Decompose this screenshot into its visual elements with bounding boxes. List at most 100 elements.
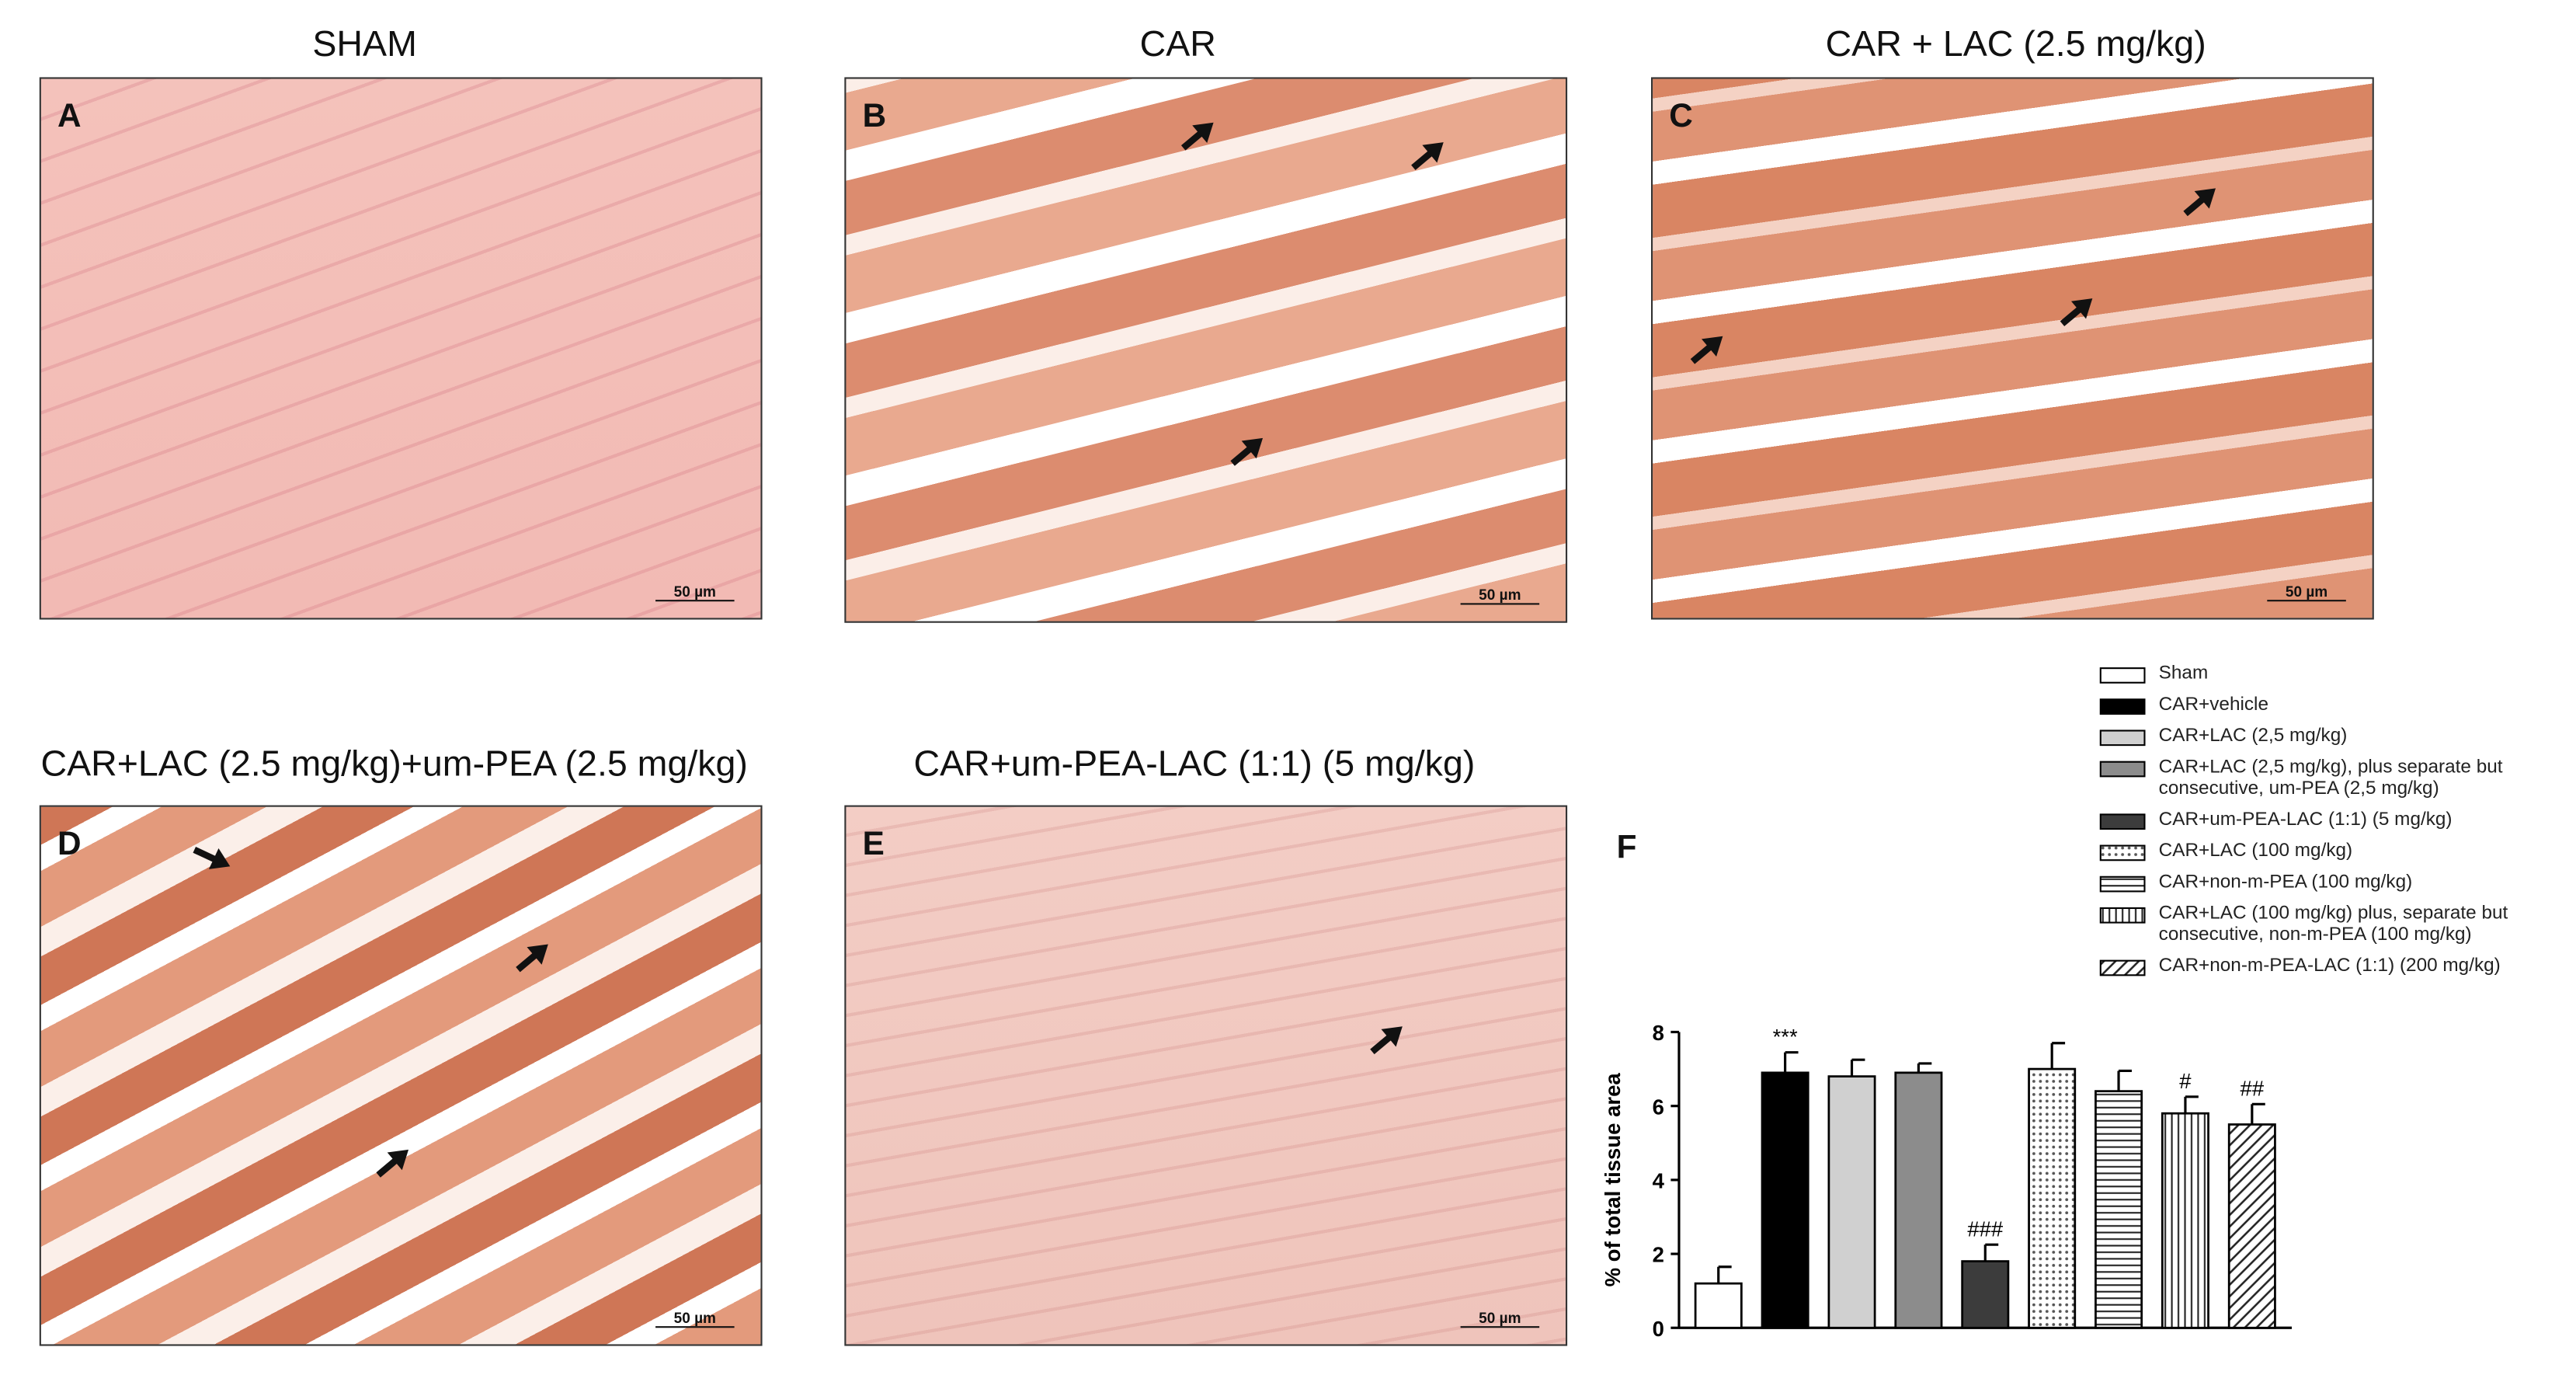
- y-axis-label: % of total tissue area: [1601, 1073, 1625, 1287]
- panel-letter: D: [57, 827, 82, 863]
- scale-bar: 50 µm: [1460, 1310, 1540, 1328]
- scale-bar: 50 µm: [655, 1310, 735, 1328]
- scale-bar: 50 µm: [1460, 587, 1540, 605]
- legend-swatch-fill: [2099, 875, 2146, 893]
- arrows: [1180, 122, 1444, 466]
- arrow-head: [1381, 1026, 1403, 1047]
- legend-entry: CAR+vehicle: [2099, 694, 2568, 717]
- legend-swatch-fill: [2099, 698, 2146, 715]
- arrows: [193, 847, 548, 1178]
- y-tick-label: 0: [1653, 1317, 1664, 1341]
- arrow: [1411, 142, 1444, 171]
- legend-entry: CAR+non-m-PEA-LAC (1:1) (200 mg/kg): [2099, 956, 2568, 978]
- panel-letter: A: [57, 98, 82, 135]
- bar: [1961, 1260, 2010, 1329]
- legend-swatch: [2099, 729, 2146, 747]
- bar: [1894, 1071, 1943, 1329]
- bar: [2161, 1112, 2209, 1329]
- panel-title: CAR + LAC (2.5 mg/kg): [1825, 23, 2206, 64]
- panel-letter: C: [1669, 98, 1693, 135]
- legend-swatch: [2099, 698, 2146, 715]
- legend-label: CAR+non-m-PEA-LAC (1:1) (200 mg/kg): [2158, 956, 2501, 976]
- micrograph: C 50 µm: [1651, 77, 2374, 620]
- arrow-head: [2194, 188, 2216, 209]
- y-tick-label: 6: [1653, 1095, 1664, 1119]
- legend-entry: CAR+LAC (100 mg/kg) plus, separate but c…: [2099, 903, 2568, 946]
- panel-title: CAR+um-PEA-LAC (1:1) (5 mg/kg): [913, 743, 1476, 785]
- legend-swatch: [2099, 844, 2146, 862]
- bar: [2028, 1067, 2077, 1329]
- legend-swatch: [2099, 875, 2146, 893]
- arrow: [516, 944, 548, 973]
- scale-bar: 50 µm: [2267, 583, 2346, 602]
- panel-title: CAR: [1139, 23, 1216, 64]
- legend-swatch: [2099, 907, 2146, 924]
- significance-label: ###: [1967, 1217, 2004, 1241]
- legend-swatch-fill: [2099, 959, 2146, 976]
- legend-entry: CAR+LAC (2,5 mg/kg), plus separate but c…: [2099, 757, 2568, 800]
- scale-bar: 50 µm: [655, 583, 735, 602]
- legend-swatch-fill: [2099, 729, 2146, 747]
- legend-entry: CAR+LAC (2,5 mg/kg): [2099, 726, 2568, 748]
- arrow: [376, 1149, 409, 1178]
- legend-label: Sham: [2158, 663, 2209, 684]
- arrow-head: [527, 944, 548, 965]
- legend-swatch-fill: [2099, 907, 2146, 924]
- micrograph: D 50 µm: [39, 805, 763, 1346]
- legend-label: CAR+LAC (2,5 mg/kg): [2158, 726, 2348, 747]
- significance-label: ***: [1773, 1025, 1798, 1049]
- arrow-head: [2070, 298, 2093, 319]
- y-tick-label: 8: [1653, 1021, 1664, 1045]
- arrow: [2060, 298, 2093, 326]
- legend-swatch-fill: [2099, 813, 2146, 830]
- legend-swatch-fill: [2099, 761, 2146, 778]
- micrograph: B 50 µm: [844, 77, 1568, 623]
- legend-swatch: [2099, 813, 2146, 830]
- arrow: [1370, 1026, 1403, 1055]
- legend-swatch-fill: [2099, 667, 2146, 684]
- legend-label: CAR+vehicle: [2158, 694, 2268, 715]
- legend-label: CAR+non-m-PEA (100 mg/kg): [2158, 872, 2413, 893]
- arrow: [1180, 122, 1214, 151]
- arrow: [193, 847, 231, 869]
- legend-label: CAR+LAC (2,5 mg/kg), plus separate but c…: [2158, 757, 2503, 799]
- arrow: [2183, 188, 2216, 217]
- significance-label: ##: [2241, 1077, 2265, 1101]
- bar: [1827, 1075, 1876, 1329]
- bar: [2095, 1090, 2143, 1329]
- y-tick-label: 2: [1653, 1243, 1664, 1267]
- legend-label: CAR+um-PEA-LAC (1:1) (5 mg/kg): [2158, 809, 2453, 830]
- micrograph: A 50 µm: [39, 77, 763, 620]
- legend-swatch: [2099, 959, 2146, 976]
- arrows: [1690, 188, 2216, 364]
- arrow-head: [1422, 142, 1444, 163]
- panel-letter: B: [862, 98, 887, 135]
- significance-label: #: [2179, 1069, 2192, 1093]
- legend-label: CAR+LAC (100 mg/kg): [2158, 841, 2353, 862]
- y-tick-label: 4: [1653, 1168, 1665, 1192]
- panel-letter: F: [1616, 830, 1637, 866]
- arrow: [1690, 336, 1723, 364]
- legend-entry: CAR+non-m-PEA (100 mg/kg): [2099, 872, 2568, 894]
- arrow-head: [1702, 336, 1723, 357]
- bar: [2227, 1123, 2276, 1329]
- arrow: [1230, 437, 1264, 466]
- arrow-head: [208, 848, 231, 869]
- legend-entry: CAR+LAC (100 mg/kg): [2099, 841, 2568, 863]
- arrow-head: [1192, 122, 1214, 144]
- panel-title: SHAM: [312, 23, 417, 64]
- panel-title: CAR+LAC (2.5 mg/kg)+um-PEA (2.5 mg/kg): [40, 743, 748, 785]
- legend: Sham CAR+vehicle CAR+LAC (2,5 mg/kg) CAR+LA…: [2099, 663, 2568, 978]
- legend-swatch-fill: [2099, 844, 2146, 862]
- panel-letter: E: [862, 827, 885, 863]
- legend-swatch: [2099, 761, 2146, 778]
- arrows: [1370, 1026, 1403, 1055]
- legend-entry: Sham: [2099, 663, 2568, 686]
- micrograph: E 50 µm: [844, 805, 1568, 1346]
- legend-swatch: [2099, 667, 2146, 684]
- arrows: [41, 79, 761, 618]
- arrow-head: [1241, 437, 1264, 459]
- bar: [1761, 1071, 1809, 1329]
